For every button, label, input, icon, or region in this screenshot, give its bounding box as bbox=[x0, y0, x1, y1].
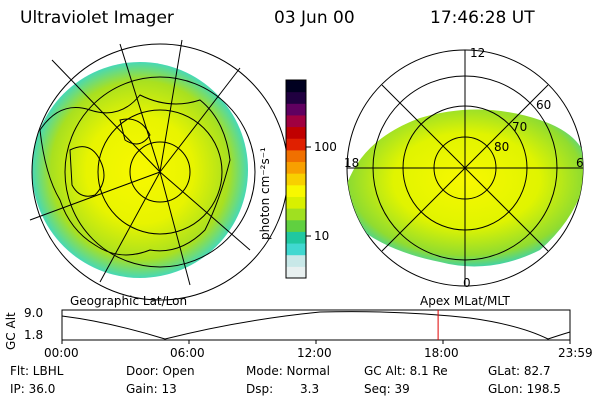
colorbar-segment bbox=[286, 149, 306, 163]
gain-info: Gain: 13 bbox=[126, 382, 177, 396]
glat-info: GLat: 82.7 bbox=[488, 364, 551, 378]
colorbar-segment bbox=[286, 184, 306, 197]
geographic-map bbox=[29, 39, 289, 301]
altitude-x-ticks bbox=[61, 340, 571, 344]
dsp-value: 3.3 bbox=[300, 382, 320, 396]
colorbar-frame bbox=[285, 79, 307, 279]
mlat-label-70: 70 bbox=[512, 120, 528, 134]
app-title: Ultraviolet Imager bbox=[20, 8, 174, 28]
mlt-label-18: 18 bbox=[344, 156, 360, 170]
altitude-ymin: 1.8 bbox=[24, 328, 44, 342]
colorbar-label-low: 10 bbox=[314, 229, 330, 243]
gc-alt-info: GC Alt: 8.1 Re bbox=[364, 364, 448, 378]
polar-mlt-spokes bbox=[347, 50, 583, 286]
altitude-plot bbox=[61, 309, 571, 344]
colorbar-segment bbox=[286, 126, 306, 139]
colorbar-segment bbox=[286, 196, 306, 209]
flt-info: Flt: LBHL bbox=[10, 364, 64, 378]
colorbar-label-high: 100 bbox=[314, 140, 337, 154]
time-label: 17:46:28 UT bbox=[430, 8, 535, 28]
colorbar-segment bbox=[286, 219, 306, 232]
seq-info: Seq: 39 bbox=[364, 382, 410, 396]
date-label: 03 Jun 00 bbox=[274, 8, 355, 28]
altitude-ymax: 9.0 bbox=[24, 306, 44, 320]
colorbar-segment bbox=[286, 254, 306, 267]
colorbar bbox=[286, 80, 306, 279]
altitude-xtick-0: 00:00 bbox=[44, 346, 79, 360]
coastline-islands bbox=[69, 118, 151, 197]
altitude-curve bbox=[61, 311, 571, 340]
colorbar-segment bbox=[286, 138, 306, 151]
colorbar-segment bbox=[286, 91, 306, 104]
colorbar-segment bbox=[286, 208, 306, 221]
ip-info: IP: 36.0 bbox=[10, 382, 56, 396]
mode-info: Mode: Normal bbox=[246, 364, 330, 378]
glon-info: GLon: 198.5 bbox=[488, 382, 561, 396]
door-info: Door: Open bbox=[126, 364, 195, 378]
altitude-ylabel: GC Alt bbox=[4, 312, 18, 350]
colorbar-segment bbox=[286, 231, 306, 244]
colorbar-segment bbox=[286, 161, 306, 174]
colorbar-segment bbox=[286, 173, 306, 186]
right-map-caption: Apex MLat/MLT bbox=[420, 294, 510, 308]
mlt-label-6: 6 bbox=[576, 156, 584, 170]
colorbar-segment bbox=[286, 103, 306, 116]
altitude-xtick-2: 12:00 bbox=[297, 346, 332, 360]
altitude-xtick-1: 06:00 bbox=[170, 346, 205, 360]
colorbar-segment bbox=[286, 80, 306, 93]
coastline-outline bbox=[39, 94, 231, 256]
mlt-label-0: 0 bbox=[463, 276, 471, 290]
mlat-label-80: 80 bbox=[494, 140, 510, 154]
colorbar-segment bbox=[286, 266, 306, 279]
altitude-xtick-4: 23:59 bbox=[558, 346, 593, 360]
left-map-caption: Geographic Lat/Lon bbox=[70, 294, 188, 308]
mlat-label-60: 60 bbox=[536, 98, 552, 112]
dsp-label: Dsp: bbox=[246, 382, 274, 396]
altitude-frame bbox=[61, 309, 571, 341]
colorbar-segment bbox=[286, 243, 306, 256]
mlt-label-12: 12 bbox=[470, 46, 486, 60]
polar-map bbox=[346, 49, 584, 287]
colorbar-segment bbox=[286, 114, 306, 128]
colorbar-unit-label: photon cm⁻²s⁻¹ bbox=[258, 147, 272, 240]
altitude-xtick-3: 18:00 bbox=[424, 346, 459, 360]
left-grid-meridians bbox=[29, 39, 251, 286]
